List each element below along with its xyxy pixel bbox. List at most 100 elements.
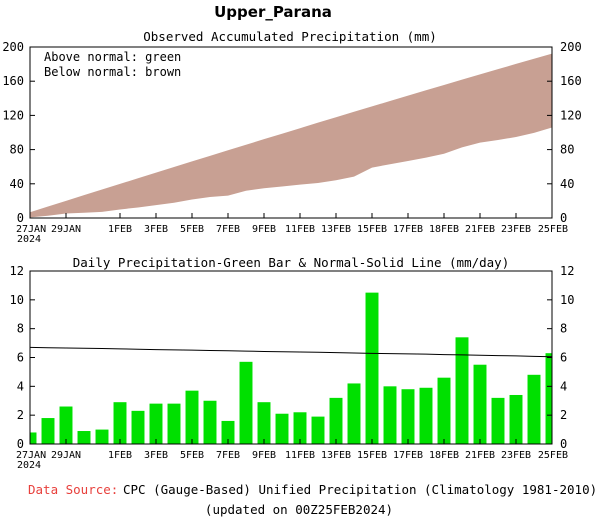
accum-band-layer [30,53,552,218]
accum-y-axis-right: 0 40 80 120 160 200 [547,40,582,225]
daily-precip-bar [491,397,505,444]
daily-year-label: 2024 [17,460,41,471]
daily-precip-bar [545,353,552,444]
daily-precip-bar [95,429,109,444]
x-tick-label: 21FEB [465,224,495,235]
daily-precip-bar [257,402,271,444]
y-tick-label-left: 0 [17,437,24,451]
daily-precip-bar [365,292,379,445]
x-tick-label: 1FEB [108,224,132,235]
y-tick-label-right: 80 [560,143,574,157]
x-tick-label: 13FEB [321,450,351,461]
y-tick-label-right: 0 [560,437,567,451]
x-tick-label: 18FEB [429,450,459,461]
x-tick-label: 29JAN [51,450,81,461]
y-tick-label-left: 6 [17,351,24,365]
y-tick-label-left: 80 [10,143,24,157]
footer-updated: (updated on 00Z25FEB2024) [205,502,393,517]
legend-below-normal: Below normal: brown [44,65,181,79]
y-tick-label-right: 6 [560,351,567,365]
daily-y-axis-left: 0 2 4 6 8 10 12 [10,264,35,451]
y-tick-label-right: 120 [560,108,582,122]
daily-precip-bar [30,432,37,444]
x-tick-label: 15FEB [357,450,387,461]
daily-precip-bar [203,400,217,444]
x-tick-label: 17FEB [393,224,423,235]
daily-precip-bar [149,403,163,444]
daily-chart-title: Daily Precipitation-Green Bar & Normal-S… [73,255,510,270]
daily-precip-bar [455,337,469,444]
x-tick-label: 7FEB [216,224,240,235]
y-tick-label-left: 160 [2,74,24,88]
page-title: Upper_Parana [214,3,332,21]
x-tick-label: 11FEB [285,450,315,461]
y-tick-label-left: 120 [2,108,24,122]
y-tick-label-right: 160 [560,74,582,88]
x-tick-label: 5FEB [180,450,204,461]
daily-precip-bar [221,420,235,444]
accum-plot-frame [29,46,553,219]
legend-above-normal: Above normal: green [44,50,181,64]
y-tick-label-left: 8 [17,322,24,336]
below-normal-band [30,53,552,218]
daily-precip-bar [293,412,307,444]
normal-line-layer [29,346,553,358]
y-tick-label-left: 2 [17,408,24,422]
daily-precip-bar [401,389,415,444]
y-tick-label-right: 4 [560,379,567,393]
x-tick-label: 3FEB [144,224,168,235]
daily-precip-bar [239,361,253,444]
daily-precip-bar [509,394,523,444]
daily-precip-bar [41,418,55,444]
accum-y-axis-left: 0 40 80 120 160 200 [2,40,35,225]
footer-source-text: CPC (Gauge-Based) Unified Precipitation … [123,482,597,497]
y-tick-label-left: 12 [10,264,24,278]
daily-precip-bar [419,387,433,444]
x-tick-label: 18FEB [429,224,459,235]
x-tick-label: 27JAN [16,450,46,461]
accum-chart-title: Observed Accumulated Precipitation (mm) [143,29,437,44]
daily-bar-layer [30,292,552,445]
daily-precip-bar [347,383,361,444]
y-tick-label-left: 10 [10,293,24,307]
y-tick-label-right: 8 [560,322,567,336]
x-tick-label: 5FEB [180,224,204,235]
x-tick-label: 9FEB [252,224,276,235]
y-tick-label-right: 10 [560,293,574,307]
x-tick-label: 25FEB [538,224,568,235]
x-tick-label: 29JAN [51,224,81,235]
daily-precip-bar [59,406,73,444]
x-tick-label: 23FEB [501,224,531,235]
daily-precip-bar [113,402,127,444]
footer-source-label: Data Source: [28,482,118,497]
x-tick-label: 7FEB [216,450,240,461]
daily-precip-bar [329,397,343,444]
x-tick-label: 21FEB [465,450,495,461]
y-tick-label-left: 40 [10,177,24,191]
x-tick-label: 11FEB [285,224,315,235]
accum-year-label: 2024 [17,234,41,245]
daily-precip-bar [185,390,199,444]
x-tick-label: 15FEB [357,224,387,235]
daily-precip-bar [77,431,91,444]
daily-precip-bar [167,403,181,444]
y-tick-label-left: 4 [17,379,24,393]
x-tick-label: 9FEB [252,450,276,461]
y-tick-label-right: 40 [560,177,574,191]
x-tick-label: 27JAN [16,224,46,235]
y-tick-label-right: 12 [560,264,574,278]
y-tick-label-right: 0 [560,211,567,225]
y-tick-label-right: 200 [560,40,582,54]
daily-precip-bar [131,410,145,444]
accum-x-axis: 27JAN 29JAN 1FEB 3FEB 5FEB 7FEB 9FEB 11FEB 13FEB… [16,213,568,235]
x-tick-label: 25FEB [538,450,568,461]
x-tick-label: 17FEB [393,450,423,461]
y-tick-label-right: 2 [560,408,567,422]
x-tick-label: 23FEB [501,450,531,461]
x-tick-label: 13FEB [321,224,351,235]
daily-precip-bar [437,377,451,444]
daily-precip-bar [527,374,541,444]
daily-precip-bar [473,364,487,444]
daily-precip-bar [311,416,325,444]
